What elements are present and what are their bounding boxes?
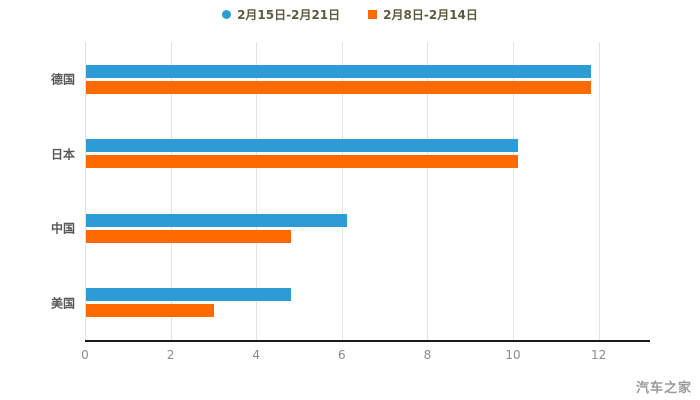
bar-日本-series1 <box>86 155 519 169</box>
x-tick-label-2: 2 <box>166 348 175 362</box>
x-tick-label-10: 10 <box>505 348 521 362</box>
bar-德国-series1 <box>86 80 592 94</box>
bar-美国-series0 <box>86 288 292 302</box>
x-tick-label-8: 8 <box>423 348 432 362</box>
gridline-x-10 <box>513 42 515 340</box>
x-tick-label-4: 4 <box>252 348 261 362</box>
bar-中国-series0 <box>86 213 348 227</box>
bar-日本-series0 <box>86 139 519 153</box>
legend-marker-square-icon <box>368 10 378 19</box>
x-axis-line <box>85 340 650 342</box>
category-label-3: 美国 <box>50 296 75 311</box>
legend-marker-circle-icon <box>222 10 232 19</box>
bar-美国-series1 <box>86 304 215 318</box>
legend-label-week1: 2月8日-2月14日 <box>383 8 478 22</box>
chart-legend: 2月15日-2月21日 2月8日-2月14日 <box>0 6 700 23</box>
gridline-x-0 <box>85 42 86 340</box>
x-tick-label-6: 6 <box>337 348 346 362</box>
x-tick-label-12: 12 <box>590 348 607 362</box>
legend-item-week2[interactable]: 2月15日-2月21日 <box>222 6 340 23</box>
category-label-0: 德国 <box>50 72 75 87</box>
category-label-2: 中国 <box>50 221 75 236</box>
legend-label-week2: 2月15日-2月21日 <box>237 8 341 22</box>
watermark-autohome: 汽车之家 <box>635 381 692 396</box>
gridline-x-2 <box>170 42 172 340</box>
gridline-x-12 <box>598 42 600 340</box>
legend-item-week1[interactable]: 2月8日-2月14日 <box>368 6 478 23</box>
gridline-x-6 <box>341 42 343 340</box>
x-tick-label-0: 0 <box>81 348 89 362</box>
gridline-x-4 <box>256 42 258 340</box>
bar-中国-series1 <box>86 229 292 243</box>
gridline-x-8 <box>427 42 429 340</box>
category-label-1: 日本 <box>50 147 75 162</box>
bar-德国-series0 <box>86 64 592 78</box>
